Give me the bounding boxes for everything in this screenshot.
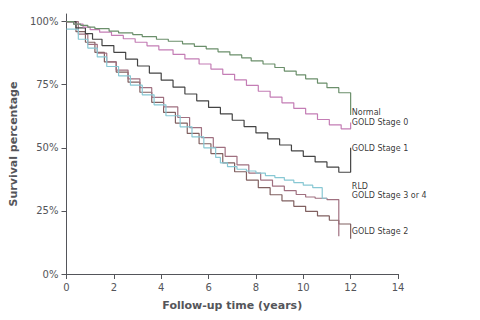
svg-text:75%: 75%	[36, 79, 58, 90]
svg-text:0: 0	[63, 282, 69, 293]
svg-text:GOLD Stage 0: GOLD Stage 0	[352, 118, 408, 127]
svg-text:50%: 50%	[36, 142, 58, 153]
svg-text:6: 6	[205, 282, 211, 293]
svg-text:2: 2	[111, 282, 117, 293]
svg-text:8: 8	[253, 282, 259, 293]
svg-text:14: 14	[392, 282, 405, 293]
svg-text:Normal: Normal	[352, 108, 381, 117]
svg-text:4: 4	[158, 282, 164, 293]
svg-text:10: 10	[297, 282, 310, 293]
svg-text:RLD: RLD	[352, 182, 368, 191]
svg-text:100%: 100%	[30, 16, 59, 27]
svg-text:0%: 0%	[43, 269, 59, 280]
svg-text:GOLD Stage 2: GOLD Stage 2	[352, 227, 408, 236]
svg-text:Survival percentage: Survival percentage	[7, 82, 20, 207]
svg-text:GOLD Stage 3 or 4: GOLD Stage 3 or 4	[352, 191, 427, 200]
svg-text:Follow-up time (years): Follow-up time (years)	[162, 299, 302, 312]
svg-text:12: 12	[344, 282, 357, 293]
svg-text:GOLD Stage 1: GOLD Stage 1	[352, 144, 408, 153]
svg-text:25%: 25%	[36, 205, 58, 216]
